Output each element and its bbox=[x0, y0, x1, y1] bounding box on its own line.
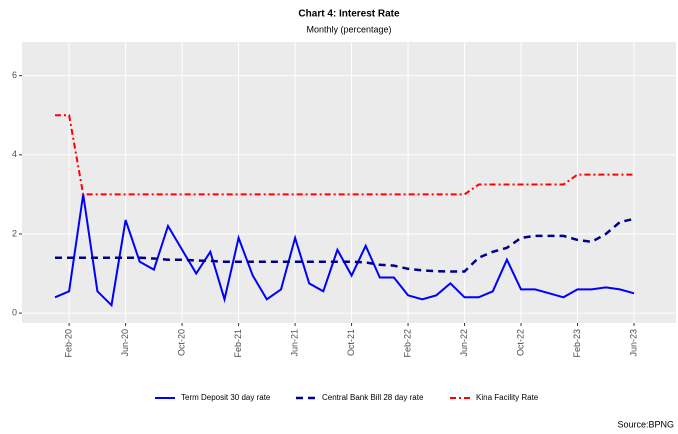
x-tick-label: Feb-21 bbox=[233, 329, 243, 358]
x-tick-label: Jun-21 bbox=[289, 329, 299, 357]
x-tick-label: Jun-20 bbox=[120, 329, 130, 357]
y-tick-label: 4 bbox=[12, 149, 17, 159]
x-tick-label: Feb-20 bbox=[63, 329, 73, 358]
x-tick-label: Oct-21 bbox=[346, 329, 356, 356]
x-tick-label: Jun-23 bbox=[628, 329, 638, 357]
chart-title: Chart 4: Interest Rate bbox=[298, 9, 400, 20]
series-line bbox=[55, 217, 635, 273]
source: Source:BPNG bbox=[617, 419, 674, 429]
y-tick-label: 6 bbox=[12, 70, 17, 80]
x-tick-label: Feb-23 bbox=[572, 329, 582, 358]
x-tick-label: Feb-22 bbox=[402, 329, 412, 358]
y-tick-label: 0 bbox=[12, 307, 17, 317]
legend-label: Term Deposit 30 day rate bbox=[181, 393, 271, 402]
legend-label: Kina Facility Rate bbox=[476, 393, 539, 402]
series-line bbox=[55, 114, 634, 196]
x-tick-label: Oct-20 bbox=[176, 329, 186, 356]
y-tick-label: 2 bbox=[12, 228, 17, 238]
x-tick-label: Oct-22 bbox=[515, 329, 525, 356]
legend-label: Central Bank Bill 28 day rate bbox=[322, 393, 424, 402]
x-tick-label: Jun-22 bbox=[459, 329, 469, 357]
plot-panel bbox=[22, 42, 676, 323]
chart-subtitle: Monthly (percentage) bbox=[306, 24, 391, 34]
